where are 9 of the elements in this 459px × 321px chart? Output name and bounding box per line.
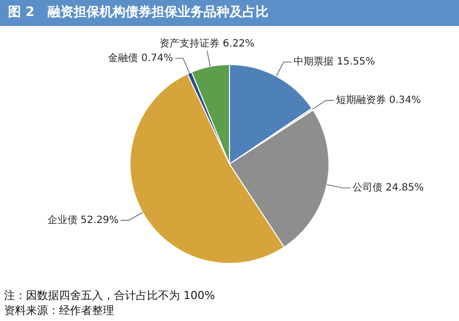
slice-label: 短期融资券 0.34% [336, 94, 421, 106]
slice-label: 金融债 0.74% [108, 52, 174, 64]
text: 注：因数据四舍五入，合计占比不为 100% [4, 288, 216, 303]
slice-label: 资产支持证券 6.22% [160, 37, 255, 50]
text: 资料来源：经作者整理 [4, 303, 115, 318]
slice-label: 企业债 52.29% [47, 214, 119, 226]
chart-title: 图 2 融资担保机构债券担保业务品种及占比 [0, 0, 459, 26]
slice-label: 公司债 24.85% [352, 181, 424, 194]
slice-label: 中期票据 15.55% [294, 56, 376, 68]
